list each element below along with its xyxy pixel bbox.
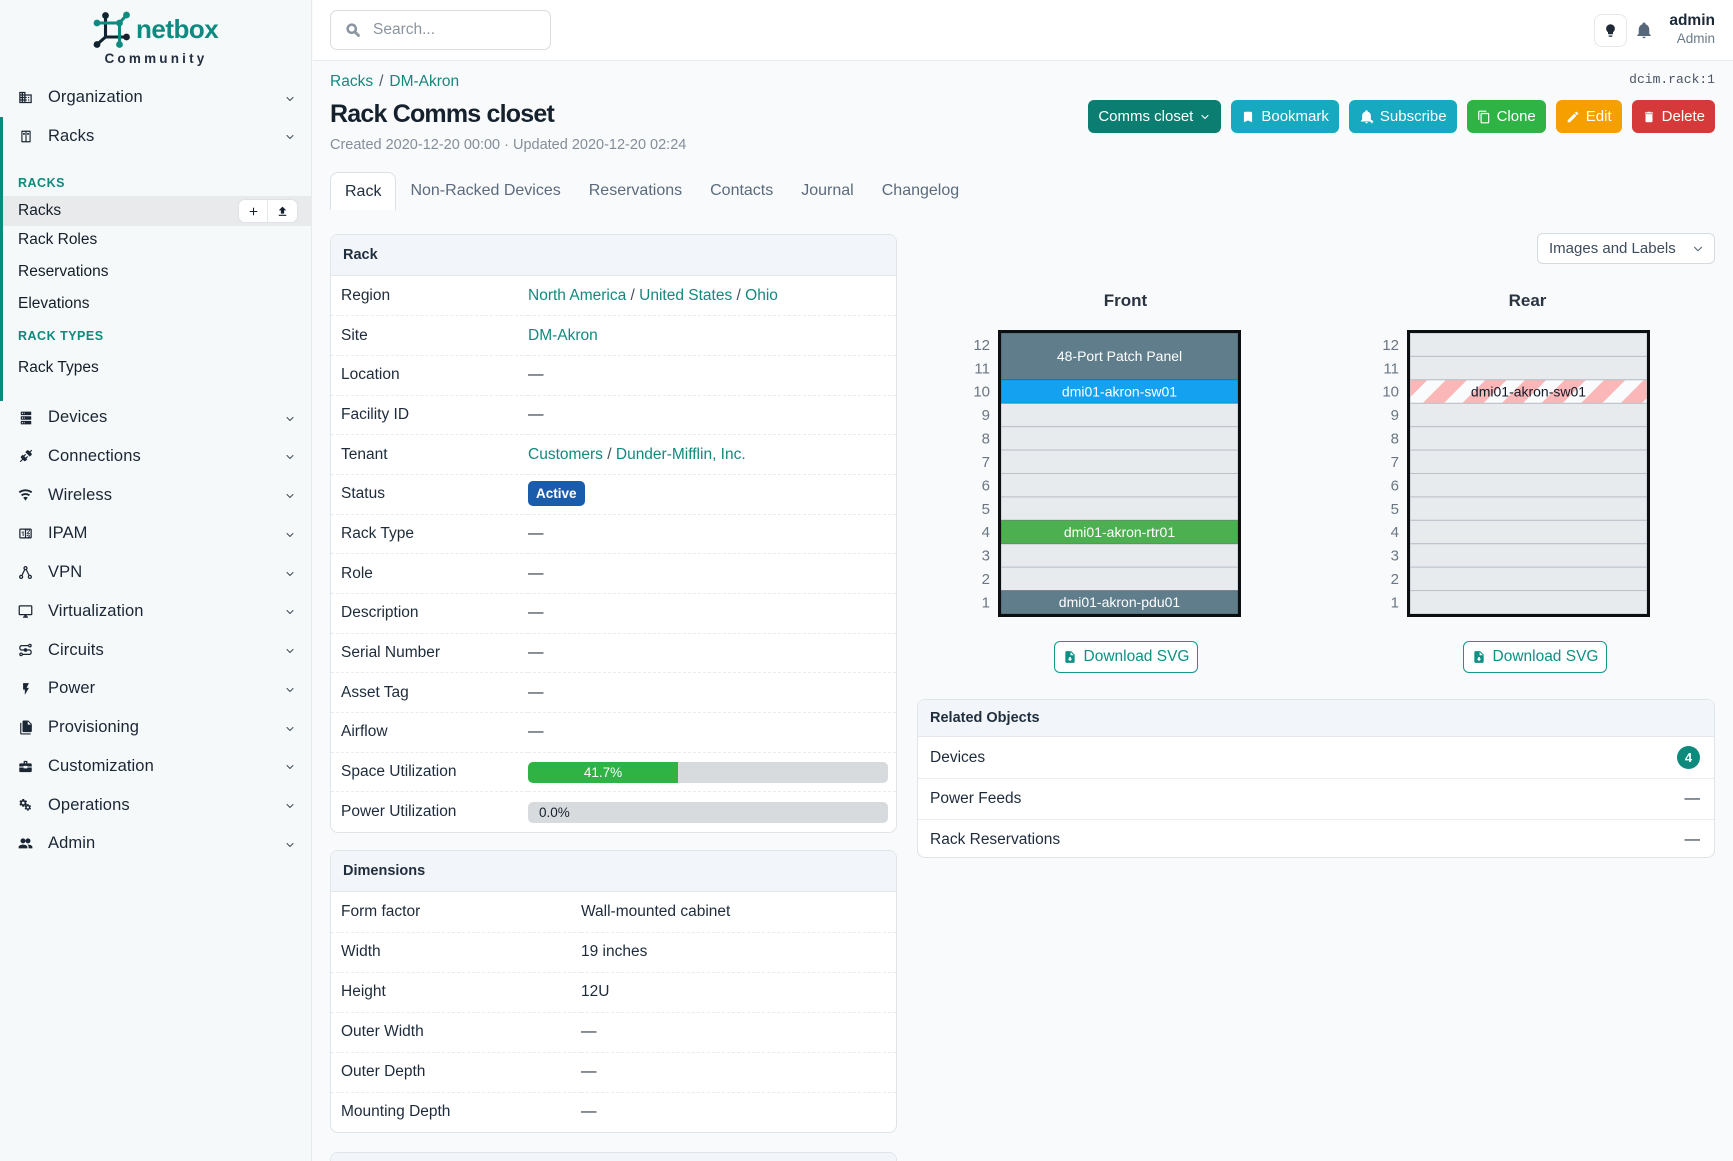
svg-text:dmi01-akron-sw01: dmi01-akron-sw01	[1471, 383, 1586, 399]
svg-text:7: 7	[1391, 454, 1399, 471]
svg-text:12: 12	[973, 337, 990, 354]
svg-text:4: 4	[1391, 524, 1399, 541]
svg-text:8: 8	[982, 431, 990, 448]
svg-text:dmi01-akron-sw01: dmi01-akron-sw01	[1062, 383, 1177, 399]
svg-text:12: 12	[1382, 337, 1399, 354]
svg-text:dmi01-akron-rtr01: dmi01-akron-rtr01	[1064, 524, 1175, 540]
svg-text:8: 8	[1391, 431, 1399, 448]
svg-text:5: 5	[1391, 501, 1399, 518]
svg-text:11: 11	[1383, 360, 1399, 377]
svg-text:5: 5	[982, 501, 990, 518]
svg-text:4: 4	[982, 524, 990, 541]
svg-text:1: 1	[1391, 594, 1399, 611]
svg-text:6: 6	[982, 477, 990, 494]
svg-text:10: 10	[1382, 384, 1399, 401]
svg-text:1: 1	[982, 594, 990, 611]
svg-text:2: 2	[1391, 571, 1399, 588]
svg-text:2: 2	[982, 571, 990, 588]
svg-text:dmi01-akron-pdu01: dmi01-akron-pdu01	[1059, 594, 1181, 610]
svg-text:6: 6	[1391, 477, 1399, 494]
svg-text:9: 9	[1391, 407, 1399, 424]
svg-text:10: 10	[973, 384, 990, 401]
svg-text:9: 9	[982, 407, 990, 424]
svg-text:3: 3	[1391, 548, 1399, 565]
svg-text:48-Port Patch Panel: 48-Port Patch Panel	[1057, 348, 1182, 364]
svg-text:7: 7	[982, 454, 990, 471]
svg-text:3: 3	[982, 548, 990, 565]
svg-text:11: 11	[974, 360, 990, 377]
